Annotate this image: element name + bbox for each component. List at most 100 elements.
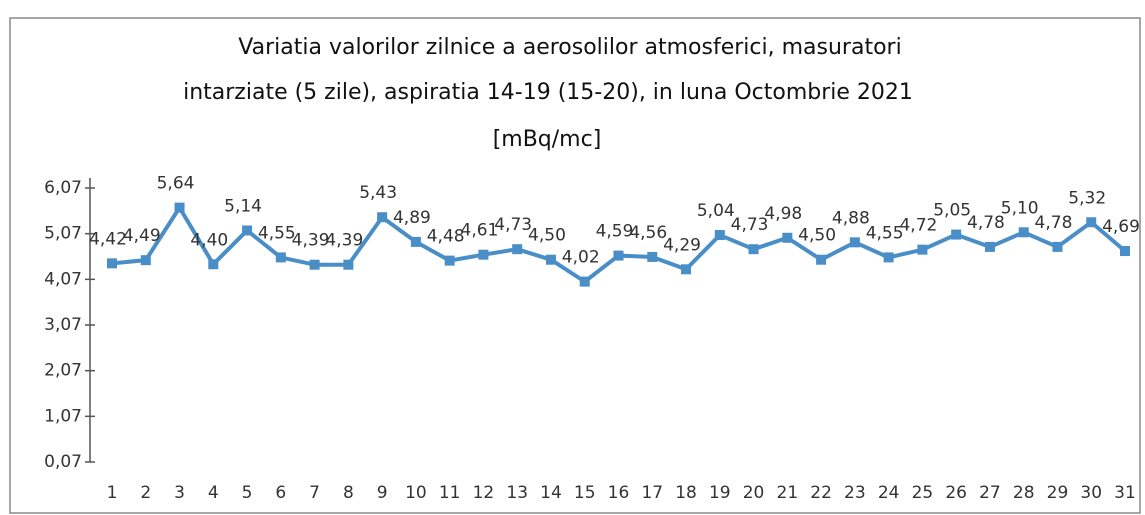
x-tick-label: 16: [608, 483, 630, 503]
data-point: [917, 244, 928, 255]
chart-frame: [9, 17, 1141, 514]
x-tick-label: 15: [574, 483, 596, 503]
x-tick-label: 21: [777, 483, 799, 503]
data-point: [478, 249, 489, 260]
data-label: 4,42: [89, 229, 127, 249]
data-label: 4,40: [190, 230, 228, 250]
y-tick-label: 1,07: [44, 406, 82, 426]
chart-title: [mBq/mc]: [493, 127, 602, 152]
data-point: [410, 236, 421, 247]
data-point: [377, 212, 388, 223]
data-label: 4,39: [325, 231, 363, 251]
data-point: [951, 229, 962, 240]
data-point: [1052, 241, 1063, 252]
x-tick-label: 22: [810, 483, 832, 503]
data-label: 4,48: [427, 227, 465, 247]
y-tick-label: 4,07: [44, 269, 82, 289]
data-point: [107, 258, 117, 269]
data-point: [613, 250, 624, 261]
x-tick-label: 8: [343, 483, 354, 503]
data-label: 4,69: [1102, 217, 1140, 237]
data-label: 4,72: [899, 216, 937, 236]
data-label: 4,02: [562, 248, 600, 268]
x-tick-label: 13: [506, 483, 528, 503]
data-point: [1086, 217, 1097, 228]
y-tick-label: 5,07: [44, 224, 82, 244]
y-tick-label: 0,07: [44, 452, 82, 472]
data-point: [174, 202, 185, 213]
data-point: [1018, 227, 1029, 238]
data-point: [140, 255, 151, 266]
data-point: [748, 244, 759, 255]
y-tick-label: 3,07: [44, 315, 82, 335]
data-label: 4,61: [461, 221, 499, 241]
data-point: [647, 251, 658, 262]
data-label: 4,49: [123, 226, 161, 246]
x-tick-label: 5: [242, 483, 253, 503]
x-tick-label: 17: [641, 483, 663, 503]
data-label: 4,50: [798, 226, 836, 246]
data-label: 5,64: [157, 174, 195, 194]
data-label: 5,32: [1068, 188, 1106, 208]
x-tick-label: 27: [979, 483, 1001, 503]
data-label: 4,78: [967, 213, 1005, 233]
y-tick-label: 2,07: [44, 361, 82, 381]
data-label: 4,55: [258, 223, 296, 243]
data-point: [1120, 246, 1130, 257]
data-label: 4,39: [292, 231, 330, 251]
x-tick-label: 28: [1013, 483, 1035, 503]
x-tick-label: 29: [1047, 483, 1069, 503]
data-label: 4,59: [596, 222, 634, 242]
data-point: [275, 252, 286, 263]
data-point: [681, 264, 692, 275]
x-tick-label: 25: [912, 483, 934, 503]
data-point: [208, 259, 219, 270]
data-label: 4,73: [731, 215, 769, 235]
y-tick-label: 6,07: [44, 178, 82, 198]
data-label: 5,43: [359, 183, 397, 203]
x-tick-label: 2: [140, 483, 151, 503]
data-label: 4,55: [866, 223, 904, 243]
x-tick-label: 30: [1080, 483, 1102, 503]
chart-title: Variatia valorilor zilnice a aerosolilor…: [238, 35, 901, 60]
x-tick-label: 24: [878, 483, 900, 503]
x-tick-label: 11: [439, 483, 461, 503]
x-tick-label: 31: [1114, 483, 1136, 503]
data-label: 4,98: [764, 204, 802, 224]
data-point: [984, 241, 995, 252]
data-label: 4,89: [393, 208, 431, 228]
data-label: 5,05: [933, 201, 971, 221]
x-tick-label: 14: [540, 483, 562, 503]
data-point: [849, 237, 860, 248]
x-tick-label: 9: [377, 483, 388, 503]
x-tick-label: 4: [208, 483, 219, 503]
x-tick-label: 3: [174, 483, 185, 503]
data-point: [444, 255, 455, 266]
x-tick-label: 26: [945, 483, 967, 503]
data-label: 4,29: [663, 235, 701, 255]
x-tick-label: 10: [405, 483, 427, 503]
data-label: 4,78: [1035, 213, 1073, 233]
x-tick-label: 19: [709, 483, 731, 503]
x-tick-label: 23: [844, 483, 866, 503]
data-point: [545, 254, 556, 265]
x-tick-label: 12: [473, 483, 495, 503]
x-tick-label: 6: [275, 483, 286, 503]
data-point: [579, 276, 590, 287]
data-point: [714, 230, 725, 241]
data-point: [512, 244, 523, 255]
data-label: 5,10: [1001, 198, 1039, 218]
data-point: [309, 259, 320, 270]
data-label: 4,73: [494, 215, 532, 235]
chart-title: intarziate (5 zile), aspiratia 14-19 (15…: [183, 80, 913, 105]
data-label: 4,50: [528, 226, 566, 246]
data-point: [782, 232, 793, 243]
data-label: 5,04: [697, 201, 735, 221]
x-tick-label: 1: [107, 483, 118, 503]
data-point: [343, 259, 354, 270]
x-tick-label: 20: [743, 483, 765, 503]
data-point: [883, 252, 894, 263]
x-tick-label: 7: [309, 483, 320, 503]
